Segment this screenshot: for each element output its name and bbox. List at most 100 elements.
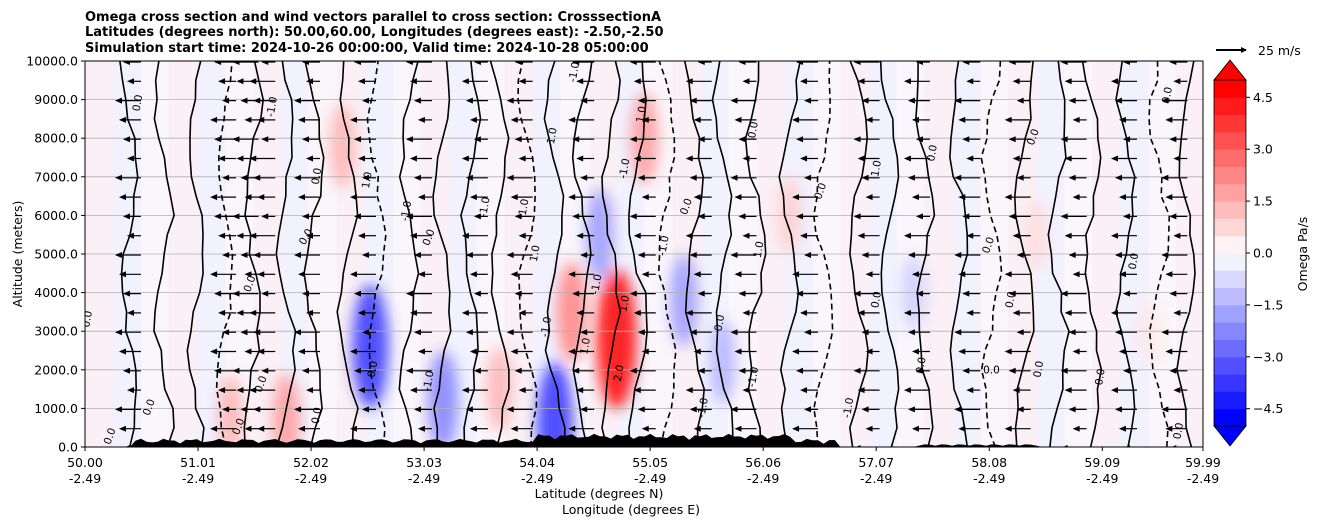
wind-vector-head <box>911 116 919 123</box>
colorbar-level <box>1214 131 1246 150</box>
wind-vector-head <box>853 213 861 220</box>
wind-vector-head <box>857 309 865 316</box>
colorbar-tick-label: 3.0 <box>1253 142 1273 157</box>
wind-vector-head <box>1169 290 1177 297</box>
wind-vector-head <box>1169 136 1177 143</box>
wind-vector-head <box>405 367 413 374</box>
wind-vector-head <box>792 271 800 278</box>
wind-vector-head <box>473 61 481 65</box>
wind-vector-head <box>1110 78 1118 85</box>
wind-vector-head <box>637 329 645 336</box>
omega-feature <box>486 347 513 432</box>
omega-contour <box>153 61 175 447</box>
wind-vector-head <box>576 78 584 85</box>
wind-vector-head <box>792 194 800 201</box>
wind-vector-head <box>232 61 240 65</box>
terrain <box>85 433 1203 447</box>
wind-vector-head <box>417 348 425 355</box>
omega-contour <box>398 61 420 447</box>
omega-feature <box>329 103 356 188</box>
wind-vector-head <box>122 367 130 374</box>
wind-vector-head <box>1004 348 1012 355</box>
wind-vector-head <box>357 387 365 394</box>
colorbar-tick-label: −1.5 <box>1253 297 1283 312</box>
contour-label: 0.0 <box>230 417 247 437</box>
contour-label: 1.0 <box>752 240 767 259</box>
wind-vector-head <box>568 116 576 123</box>
wind-vector-head <box>865 194 873 201</box>
wind-vector-head <box>306 309 314 316</box>
wind-vector-head <box>461 232 469 239</box>
wind-vector-head <box>244 194 252 201</box>
wind-vector-head <box>1008 136 1016 143</box>
plot-area: 0.0 0.0 0.0 0.0 0.0 0.0 0.0 0.0 0.0 -1.0 1.0 -1.0 0.… <box>85 61 1203 447</box>
wind-vector-head <box>685 232 693 239</box>
x-tick-label-lat: 57.07 <box>858 455 894 470</box>
wind-vector-head <box>257 271 265 278</box>
wind-vector-head <box>465 97 473 104</box>
colorbar-level <box>1214 166 1246 185</box>
wind-vector-head <box>1122 136 1130 143</box>
y-axis-label: Altitude (meters) <box>10 201 25 308</box>
wind-vector-head <box>861 329 869 336</box>
y-axis: 0.0 1000.0 2000.0 3000.0 4000.0 5000.0 6000.0 7… <box>26 54 85 455</box>
wind-vector-head <box>958 194 966 201</box>
wind-vector-head <box>697 367 705 374</box>
wind-vector-head <box>738 61 746 65</box>
colorbar-level <box>1214 270 1246 289</box>
y-tick-label: 10000.0 <box>26 54 78 69</box>
omega-contour <box>1013 61 1035 447</box>
wind-vector-head <box>294 252 302 258</box>
y-tick-label: 2000.0 <box>34 362 78 377</box>
wind-vector-head <box>218 387 226 394</box>
wind-vector-head <box>294 406 302 413</box>
wind-vector-head <box>114 329 122 336</box>
wind-vector-head <box>1161 174 1169 181</box>
contour-label: 2.0 <box>612 364 627 383</box>
wind-vector-head <box>637 97 645 104</box>
wind-vector-head <box>361 97 369 104</box>
contour-label: 1.0 <box>528 244 543 263</box>
wind-vector-head <box>742 78 750 85</box>
wind-vector-head <box>236 232 244 239</box>
wind-vector-head <box>469 348 477 355</box>
wind-vector-head <box>298 425 306 432</box>
wind-vector-head <box>641 425 649 432</box>
wind-vector-head <box>1114 329 1122 336</box>
contour-label: 1.0 <box>869 159 884 178</box>
wind-vector-head <box>1114 174 1122 181</box>
wind-vector-head <box>865 116 873 123</box>
wind-vector-head <box>1165 348 1173 355</box>
wind-vector-head <box>257 116 265 123</box>
wind-vector-head <box>514 61 522 65</box>
wind-vector-head <box>236 309 244 316</box>
wind-vector-head <box>405 61 413 65</box>
wind-vector-head <box>518 155 526 162</box>
wind-vector-head <box>302 136 310 143</box>
wind-vector-head <box>796 213 804 220</box>
wind-vector-head <box>637 174 645 181</box>
contour-label: -1.0 <box>567 61 582 83</box>
wind-vector-head <box>510 271 518 278</box>
contour-labels: 0.0 0.0 0.0 0.0 0.0 0.0 0.0 0.0 0.0 -1.0 1.0 -1.0 0.… <box>85 61 1186 446</box>
wind-vector-head <box>685 155 693 162</box>
wind-vector-head <box>734 194 742 201</box>
wind-vector-head <box>958 116 966 123</box>
contour-label: 0.0 <box>983 365 1000 377</box>
contour-label: 0.0 <box>1025 127 1042 147</box>
x-tick-label-lat: 59.99 <box>1185 455 1221 470</box>
wind-vector-head <box>253 97 261 104</box>
wind-vector-head <box>210 425 218 432</box>
wind-vector-head <box>249 155 257 162</box>
wind-vector-head <box>865 271 873 278</box>
wind-vector-head <box>302 61 310 65</box>
contour-label: 0.0 <box>131 94 146 113</box>
wind-vectors <box>114 61 1188 447</box>
wind-vector-head <box>1072 271 1080 278</box>
wind-vector-head <box>1122 367 1130 374</box>
wind-vector-head <box>800 78 808 85</box>
wind-vector-head <box>222 174 230 181</box>
wind-vector-head <box>742 309 750 316</box>
wind-vector-head <box>244 116 252 123</box>
